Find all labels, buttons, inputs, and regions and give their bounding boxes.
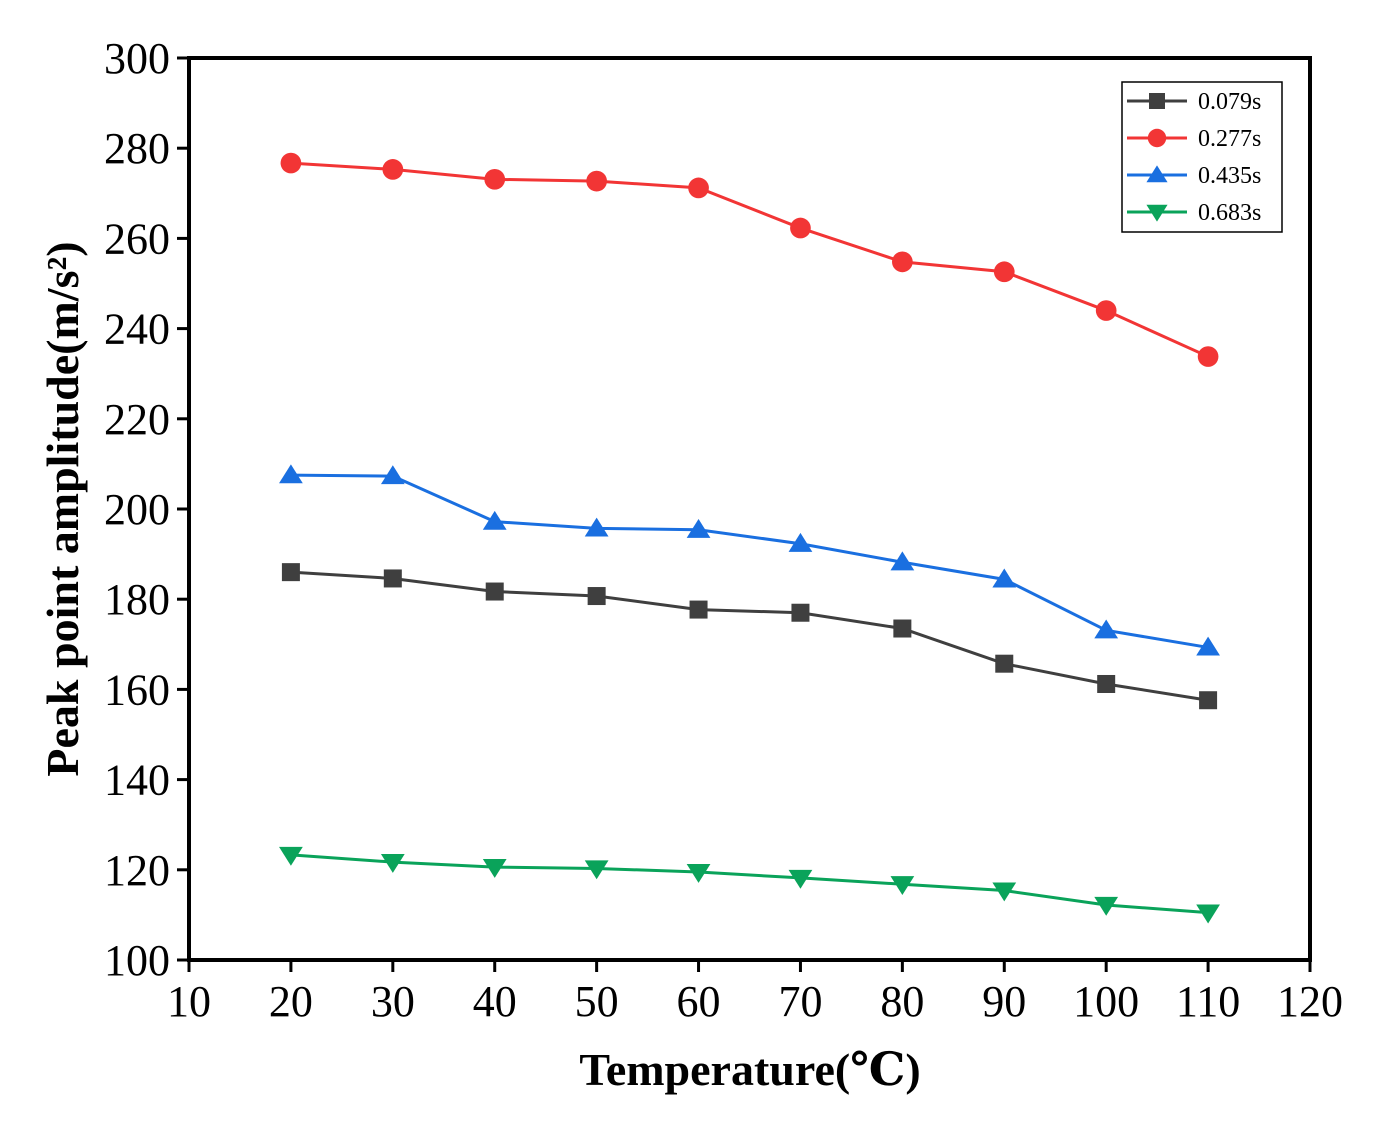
series-line bbox=[290, 570, 1209, 702]
legend-label: 0.277s bbox=[1198, 126, 1261, 152]
series-line bbox=[290, 853, 1209, 915]
data-point bbox=[584, 517, 609, 537]
y-tick-label: 300 bbox=[104, 34, 170, 83]
y-tick-label: 100 bbox=[104, 936, 170, 985]
data-point bbox=[1196, 636, 1220, 656]
y-tick-label: 240 bbox=[104, 305, 170, 354]
data-point bbox=[1199, 691, 1218, 710]
series-line bbox=[290, 161, 1209, 358]
data-point bbox=[992, 882, 1017, 902]
data-point bbox=[380, 854, 405, 873]
x-tick-label: 60 bbox=[677, 977, 721, 1026]
data-point bbox=[788, 532, 813, 552]
data-point bbox=[689, 600, 708, 619]
legend-label: 0.683s bbox=[1198, 200, 1261, 226]
data-point bbox=[380, 465, 405, 485]
legend-item: 0.277s bbox=[1127, 126, 1261, 152]
data-point bbox=[1097, 674, 1116, 693]
x-tick-label: 80 bbox=[880, 977, 924, 1026]
legend-marker bbox=[1146, 204, 1168, 222]
data-point bbox=[790, 217, 811, 239]
data-point bbox=[788, 869, 813, 889]
data-point bbox=[281, 563, 300, 582]
data-point bbox=[995, 654, 1014, 673]
legend-item: 0.683s bbox=[1127, 200, 1261, 226]
x-tick-label: 40 bbox=[473, 977, 517, 1026]
data-point bbox=[482, 858, 507, 878]
series-0.277s bbox=[280, 152, 1219, 367]
legend-marker bbox=[1149, 93, 1165, 109]
y-tick-label: 280 bbox=[104, 124, 170, 173]
data-point bbox=[893, 619, 912, 638]
data-point bbox=[686, 863, 711, 883]
data-point bbox=[485, 582, 504, 601]
data-point bbox=[791, 603, 810, 622]
y-axis-title: Peak point amplitude(m/s²) bbox=[37, 241, 88, 776]
x-axis-title: Temperature(℃) bbox=[579, 1044, 920, 1095]
legend: 0.079s 0.277s 0.435s 0.683s bbox=[1121, 81, 1283, 233]
series-0.435s bbox=[279, 464, 1220, 656]
data-point bbox=[383, 569, 402, 588]
data-point bbox=[584, 860, 609, 880]
data-point bbox=[587, 587, 606, 606]
y-tick-label: 140 bbox=[104, 756, 170, 805]
data-point bbox=[484, 168, 506, 190]
axes-layer: 10 20 30 40 50 60 70 80 90 100 110 120 100 120 140 160 1… bbox=[104, 34, 1343, 1026]
legend-item: 0.079s bbox=[1127, 89, 1261, 115]
legend-marker bbox=[1146, 165, 1168, 183]
data-point bbox=[1197, 346, 1219, 367]
y-tick-label: 200 bbox=[104, 485, 170, 534]
data-point bbox=[1094, 619, 1119, 639]
legend-marker bbox=[1147, 128, 1167, 148]
data-point bbox=[1094, 896, 1119, 916]
series-0.079s bbox=[281, 563, 1218, 710]
data-point bbox=[890, 876, 915, 896]
x-tick-label: 20 bbox=[269, 977, 313, 1026]
y-tick-label: 180 bbox=[104, 575, 170, 624]
y-tick-label: 260 bbox=[104, 214, 170, 263]
x-tick-label: 100 bbox=[1073, 977, 1139, 1026]
x-tick-label: 30 bbox=[371, 977, 415, 1026]
y-tick-label: 120 bbox=[104, 846, 170, 895]
series-0.683s bbox=[279, 846, 1220, 924]
legend-item: 0.435s bbox=[1127, 163, 1261, 189]
series-line bbox=[290, 473, 1209, 649]
data-point bbox=[993, 261, 1015, 283]
data-point bbox=[688, 177, 709, 199]
legend-label: 0.079s bbox=[1198, 89, 1261, 115]
data-point bbox=[279, 464, 303, 484]
y-tick-label: 160 bbox=[104, 665, 170, 714]
data-point bbox=[1095, 300, 1117, 321]
x-tick-label: 90 bbox=[982, 977, 1026, 1026]
x-tick-label: 120 bbox=[1277, 977, 1343, 1026]
data-point bbox=[892, 251, 913, 273]
data-point bbox=[279, 846, 303, 866]
x-tick-label: 50 bbox=[575, 977, 619, 1026]
legend-label: 0.435s bbox=[1198, 163, 1261, 189]
x-tick-label: 110 bbox=[1176, 977, 1240, 1026]
data-point bbox=[686, 518, 711, 538]
data-point bbox=[586, 170, 607, 192]
y-tick-label: 220 bbox=[104, 395, 170, 444]
data-point bbox=[482, 510, 507, 530]
data-point bbox=[992, 568, 1017, 588]
data-point bbox=[1196, 904, 1220, 924]
data-point bbox=[382, 159, 404, 180]
data-point bbox=[890, 551, 915, 571]
data-point bbox=[280, 152, 302, 174]
series-layer bbox=[279, 152, 1220, 924]
x-tick-label: 10 bbox=[167, 977, 211, 1026]
x-tick-label: 70 bbox=[778, 977, 822, 1026]
